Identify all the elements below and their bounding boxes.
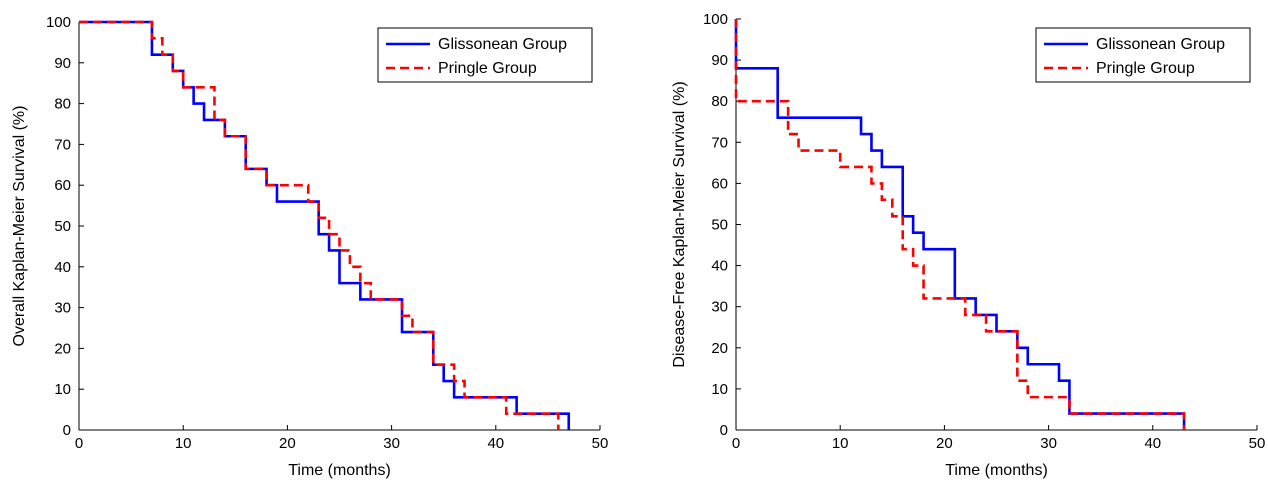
overall-x-tick-label: 40	[487, 435, 504, 452]
disease-free-legend-label-pringle: Pringle Group	[1096, 60, 1195, 77]
disease-free-y-tick-label: 10	[711, 381, 728, 398]
disease-free-legend-label-glissonean: Glissonean Group	[1096, 36, 1225, 53]
disease-free-x-tick-label: 40	[1144, 435, 1161, 452]
disease-free-y-tick-label: 30	[711, 299, 728, 316]
disease-free-y-tick-label: 70	[711, 134, 728, 151]
overall-legend-label-pringle: Pringle Group	[438, 60, 537, 77]
overall-y-tick-label: 50	[54, 218, 71, 235]
disease-free-x-tick-label: 0	[732, 435, 740, 452]
disease-free-survival-chart: 0 10 20 30 40 50 0 10 20 30 40 50 60 70 80 90 100 Time (m…	[671, 11, 1265, 479]
disease-free-y-tick-label: 0	[720, 422, 728, 439]
overall-series-pringle-line	[79, 20, 560, 430]
disease-free-y-tick-label: 60	[711, 175, 728, 192]
overall-y-tick-label: 20	[54, 340, 71, 357]
disease-free-series-glissonean-line	[734, 19, 1186, 430]
disease-free-legend-box	[1035, 27, 1251, 83]
overall-y-tick-label: 90	[54, 55, 71, 72]
overall-y-tick-label: 100	[46, 14, 71, 31]
overall-y-axis-label: Overall Kaplan-Meier Survival (%)	[11, 106, 28, 347]
overall-series-glissonean-line	[79, 20, 571, 430]
overall-y-tick-label: 0	[63, 422, 71, 439]
overall-legend-label-glissonean: Glissonean Group	[438, 36, 567, 53]
overall-x-tick-label: 30	[383, 435, 400, 452]
disease-free-y-tick-label: 50	[711, 217, 728, 234]
disease-free-y-tick-label: 100	[703, 11, 728, 28]
disease-free-x-tick-label: 10	[832, 435, 849, 452]
disease-free-x-tick-label: 20	[936, 435, 953, 452]
overall-y-tick-label: 70	[54, 136, 71, 153]
overall-x-tick-label: 0	[75, 435, 83, 452]
overall-y-tick-label: 30	[54, 300, 71, 317]
overall-legend-box	[377, 27, 593, 83]
disease-free-y-tick-label: 40	[711, 258, 728, 275]
disease-free-x-tick-label: 50	[1249, 435, 1266, 452]
disease-free-series-pringle-line	[734, 19, 1186, 430]
overall-y-tick-label: 40	[54, 259, 71, 276]
disease-free-y-tick-label: 20	[711, 340, 728, 357]
disease-free-y-axis-label: Disease-Free Kaplan-Meier Survival (%)	[671, 81, 688, 367]
overall-y-tick-label: 60	[54, 177, 71, 194]
disease-free-y-tick-label: 90	[711, 52, 728, 69]
overall-x-tick-label: 10	[175, 435, 192, 452]
overall-survival-chart: 0 10 20 30 40 50 0 10 20 30 40 50 60 70 80 90 100 Time (m…	[11, 14, 608, 479]
overall-y-tick-label: 80	[54, 96, 71, 113]
disease-free-x-axis-label: Time (months)	[945, 462, 1048, 479]
disease-free-y-tick-label: 80	[711, 93, 728, 110]
overall-x-tick-label: 50	[592, 435, 609, 452]
overall-x-tick-label: 20	[279, 435, 296, 452]
overall-x-axis-label: Time (months)	[288, 462, 391, 479]
overall-y-tick-label: 10	[54, 381, 71, 398]
disease-free-x-tick-label: 30	[1040, 435, 1057, 452]
